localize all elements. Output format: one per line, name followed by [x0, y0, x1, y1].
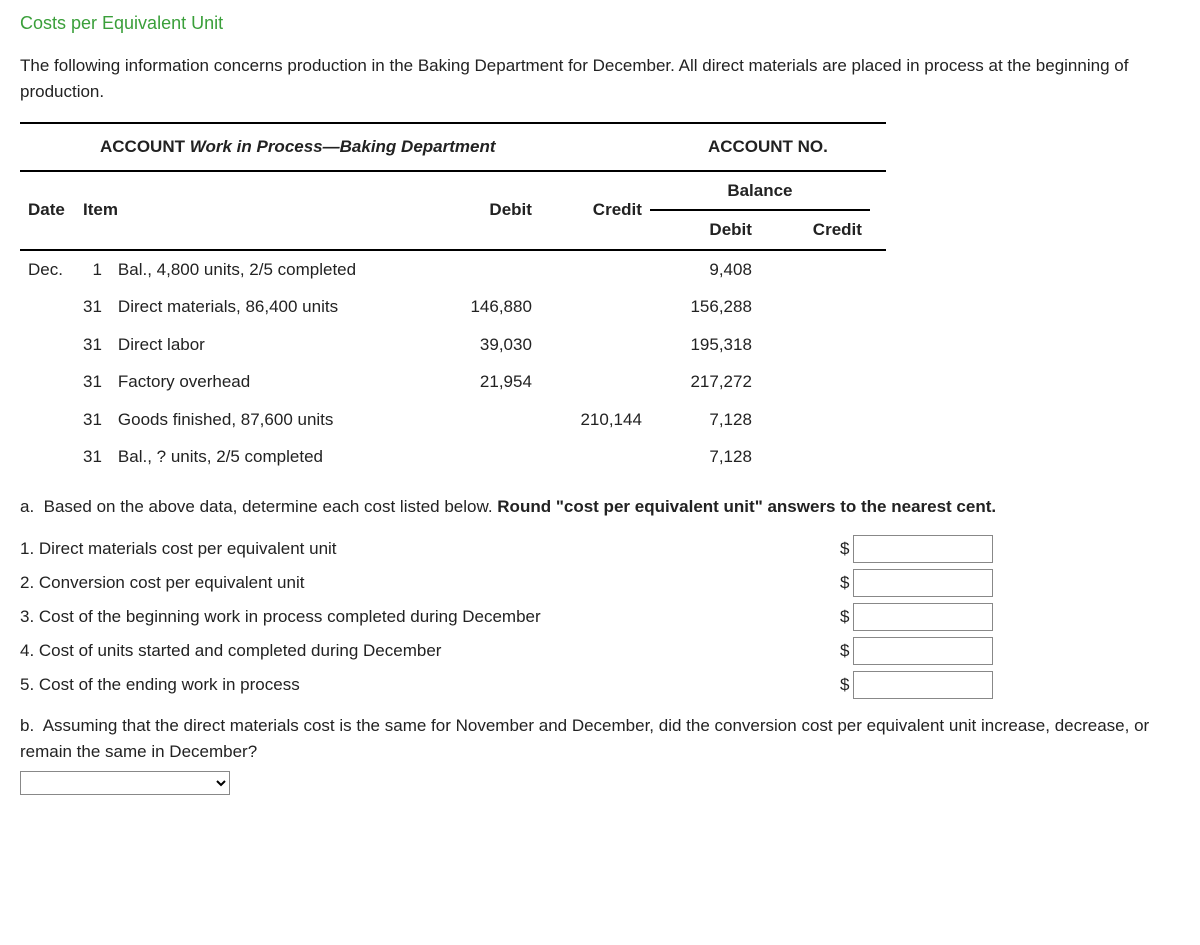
col-credit: Credit — [540, 171, 650, 250]
table-row: 31Factory overhead21,954 217,272 — [20, 363, 886, 401]
cell-debit — [430, 250, 540, 289]
cell-debit: 21,954 — [430, 363, 540, 401]
part-b-instruction: b. Assuming that the direct materials co… — [20, 713, 1180, 764]
answer-input[interactable] — [853, 569, 993, 597]
page-title: Costs per Equivalent Unit — [20, 10, 1180, 37]
cell-debit: 146,880 — [430, 288, 540, 326]
dollar-sign: $ — [840, 570, 849, 596]
question-label: 2. Conversion cost per equivalent unit — [20, 570, 840, 596]
account-label: ACCOUNT — [100, 137, 185, 156]
col-date: Date — [20, 171, 75, 250]
question-label: 3. Cost of the beginning work in process… — [20, 604, 840, 630]
ledger-table: ACCOUNT Work in Process—Baking Departmen… — [20, 122, 886, 476]
cell-month — [20, 326, 75, 364]
cell-item: Factory overhead — [110, 363, 430, 401]
question-row: 5. Cost of the ending work in process$ — [20, 671, 1180, 699]
cell-credit: 210,144 — [540, 401, 650, 439]
cell-day: 31 — [75, 326, 110, 364]
cell-bal-debit: 156,288 — [650, 288, 760, 326]
account-name-suffix: Baking Department — [340, 137, 496, 156]
cell-credit — [540, 438, 650, 476]
question-row: 3. Cost of the beginning work in process… — [20, 603, 1180, 631]
cell-bal-credit — [760, 438, 870, 476]
answer-input[interactable] — [853, 603, 993, 631]
intro-text: The following information concerns produ… — [20, 53, 1180, 104]
part-a-bold: Round "cost per equivalent unit" answers… — [497, 497, 996, 516]
answer-input[interactable] — [853, 671, 993, 699]
table-row: 31Direct materials, 86,400 units146,880 1… — [20, 288, 886, 326]
answer-input[interactable] — [853, 535, 993, 563]
col-balance: Balance — [650, 171, 870, 211]
cell-credit — [540, 250, 650, 289]
cell-item: Direct labor — [110, 326, 430, 364]
table-row: 31Goods finished, 87,600 units 210,1447,1… — [20, 401, 886, 439]
cell-item: Bal., ? units, 2/5 completed — [110, 438, 430, 476]
cell-bal-debit: 9,408 — [650, 250, 760, 289]
col-bal-debit: Debit — [650, 210, 760, 250]
col-item: Item — [75, 171, 430, 250]
cell-month — [20, 401, 75, 439]
cell-bal-credit — [760, 288, 870, 326]
question-row: 2. Conversion cost per equivalent unit$ — [20, 569, 1180, 597]
question-row: 4. Cost of units started and completed d… — [20, 637, 1180, 665]
cell-month: Dec. — [20, 250, 75, 289]
cell-day: 1 — [75, 250, 110, 289]
cell-bal-credit — [760, 326, 870, 364]
part-a-instruction: a. Based on the above data, determine ea… — [20, 494, 1180, 520]
col-debit: Debit — [430, 171, 540, 250]
cell-bal-debit: 7,128 — [650, 401, 760, 439]
part-b-text: Assuming that the direct materials cost … — [20, 716, 1149, 761]
cell-month — [20, 363, 75, 401]
question-label: 4. Cost of units started and completed d… — [20, 638, 840, 664]
cell-credit — [540, 288, 650, 326]
part-a-text: Based on the above data, determine each … — [44, 497, 498, 516]
cell-bal-credit — [760, 250, 870, 289]
question-row: 1. Direct materials cost per equivalent … — [20, 535, 1180, 563]
part-b-dropdown[interactable] — [20, 771, 230, 795]
table-row: 31Bal., ? units, 2/5 completed 7,128 — [20, 438, 886, 476]
question-label: 1. Direct materials cost per equivalent … — [20, 536, 840, 562]
table-row: 31Direct labor39,030 195,318 — [20, 326, 886, 364]
cell-day: 31 — [75, 401, 110, 439]
col-bal-credit: Credit — [760, 210, 870, 250]
cell-item: Goods finished, 87,600 units — [110, 401, 430, 439]
cell-day: 31 — [75, 363, 110, 401]
cell-bal-credit — [760, 401, 870, 439]
table-row: Dec.1Bal., 4,800 units, 2/5 completed 9,4… — [20, 250, 886, 289]
cell-debit — [430, 401, 540, 439]
cell-day: 31 — [75, 288, 110, 326]
dollar-sign: $ — [840, 638, 849, 664]
cell-bal-debit: 217,272 — [650, 363, 760, 401]
cell-item: Direct materials, 86,400 units — [110, 288, 430, 326]
dollar-sign: $ — [840, 604, 849, 630]
cell-item: Bal., 4,800 units, 2/5 completed — [110, 250, 430, 289]
dollar-sign: $ — [840, 536, 849, 562]
answer-input[interactable] — [853, 637, 993, 665]
account-no-label: ACCOUNT NO. — [650, 123, 886, 171]
dollar-sign: $ — [840, 672, 849, 698]
question-list: 1. Direct materials cost per equivalent … — [20, 535, 1180, 699]
cell-day: 31 — [75, 438, 110, 476]
cell-bal-credit — [760, 363, 870, 401]
account-name-prefix: Work in Process — [190, 137, 323, 156]
cell-month — [20, 288, 75, 326]
cell-month — [20, 438, 75, 476]
cell-bal-debit: 7,128 — [650, 438, 760, 476]
question-label: 5. Cost of the ending work in process — [20, 672, 840, 698]
cell-credit — [540, 363, 650, 401]
cell-bal-debit: 195,318 — [650, 326, 760, 364]
part-a-prefix: a. — [20, 497, 34, 516]
cell-credit — [540, 326, 650, 364]
cell-debit: 39,030 — [430, 326, 540, 364]
cell-debit — [430, 438, 540, 476]
part-b-prefix: b. — [20, 716, 34, 735]
